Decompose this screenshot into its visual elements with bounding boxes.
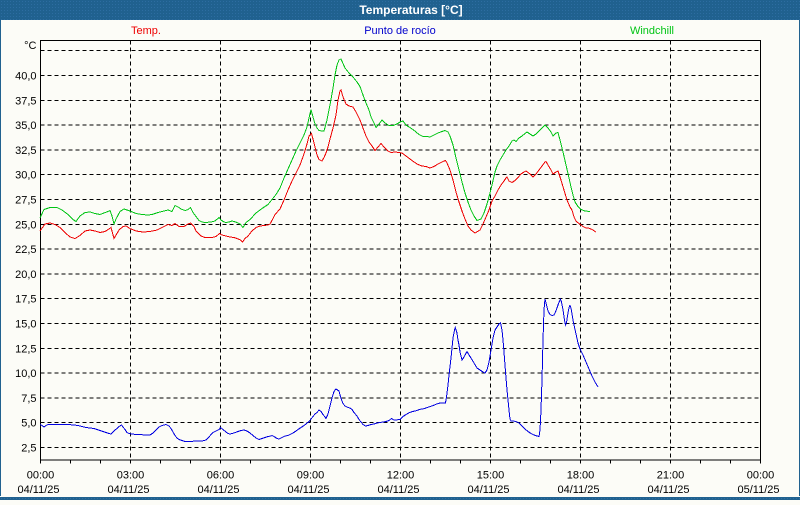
svg-text:09:00: 09:00 bbox=[297, 470, 325, 482]
svg-text:Punto de rocío: Punto de rocío bbox=[364, 25, 436, 37]
svg-text:00:00: 00:00 bbox=[27, 470, 55, 482]
svg-text:12,5: 12,5 bbox=[15, 343, 36, 355]
svg-text:7,5: 7,5 bbox=[21, 393, 36, 405]
svg-text:37,5: 37,5 bbox=[15, 95, 36, 107]
svg-text:25,0: 25,0 bbox=[15, 219, 36, 231]
svg-text:10,0: 10,0 bbox=[15, 368, 36, 380]
svg-text:27,5: 27,5 bbox=[15, 195, 36, 207]
svg-text:00:00: 00:00 bbox=[747, 470, 775, 482]
svg-text:22,5: 22,5 bbox=[15, 244, 36, 256]
svg-text:40,0: 40,0 bbox=[15, 71, 36, 83]
svg-text:04/11/25: 04/11/25 bbox=[287, 484, 329, 496]
svg-text:04/11/25: 04/11/25 bbox=[197, 484, 239, 496]
svg-text:32,5: 32,5 bbox=[15, 145, 36, 157]
svg-text:04/11/25: 04/11/25 bbox=[467, 484, 509, 496]
svg-text:03:00: 03:00 bbox=[117, 470, 145, 482]
svg-text:04/11/25: 04/11/25 bbox=[377, 484, 419, 496]
svg-text:12:00: 12:00 bbox=[387, 470, 415, 482]
svg-text:17,5: 17,5 bbox=[15, 294, 36, 306]
svg-text:Temp.: Temp. bbox=[131, 25, 161, 37]
svg-text:20,0: 20,0 bbox=[15, 269, 36, 281]
svg-text:Windchill: Windchill bbox=[630, 25, 674, 37]
svg-text:05/11/25: 05/11/25 bbox=[737, 484, 779, 496]
svg-text:06:00: 06:00 bbox=[207, 470, 235, 482]
svg-text:°C: °C bbox=[24, 40, 36, 52]
svg-text:04/11/25: 04/11/25 bbox=[557, 484, 599, 496]
svg-text:04/11/25: 04/11/25 bbox=[107, 484, 149, 496]
svg-text:15:00: 15:00 bbox=[477, 470, 505, 482]
svg-text:5,0: 5,0 bbox=[21, 418, 36, 430]
svg-text:30,0: 30,0 bbox=[15, 170, 36, 182]
svg-text:2,5: 2,5 bbox=[21, 443, 36, 455]
svg-text:35,0: 35,0 bbox=[15, 120, 36, 132]
svg-text:04/11/25: 04/11/25 bbox=[17, 484, 59, 496]
svg-text:04/11/25: 04/11/25 bbox=[647, 484, 689, 496]
svg-text:15,0: 15,0 bbox=[15, 319, 36, 331]
svg-text:18:00: 18:00 bbox=[567, 470, 595, 482]
svg-text:21:00: 21:00 bbox=[657, 470, 685, 482]
